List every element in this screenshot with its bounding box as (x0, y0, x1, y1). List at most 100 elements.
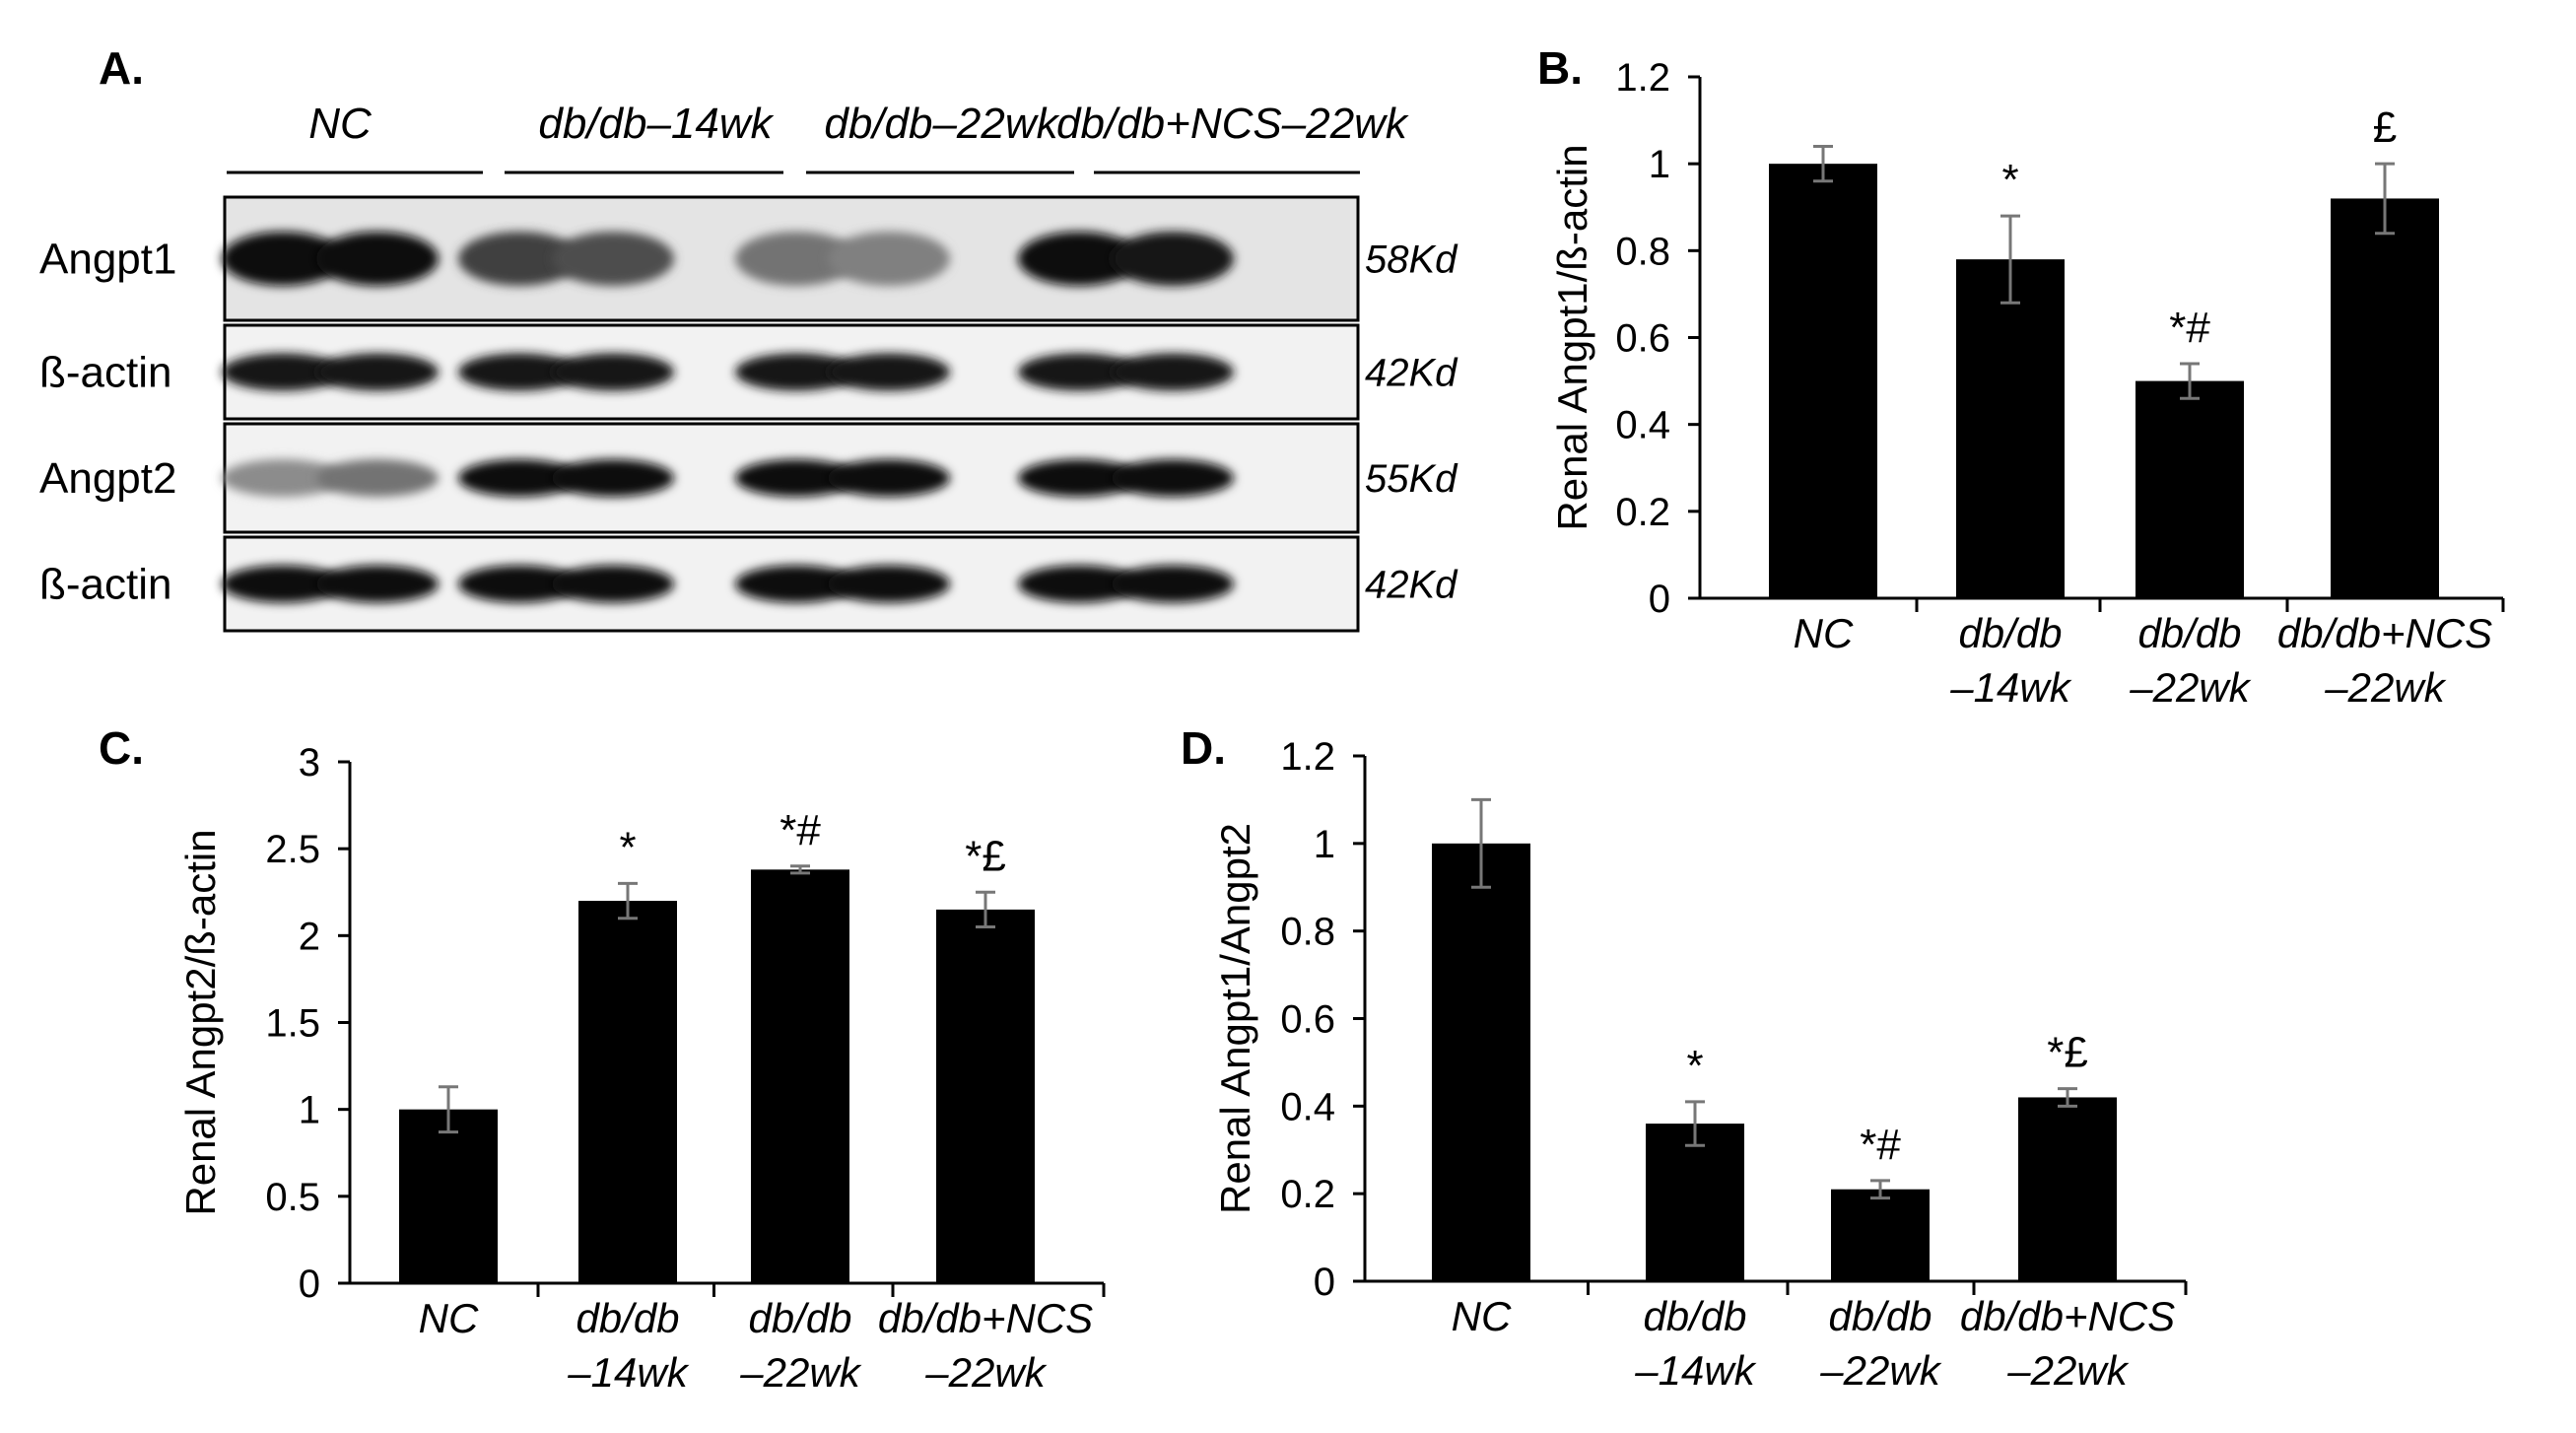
blot-band (1018, 565, 1140, 603)
panel-letter: D. (1181, 722, 1226, 774)
bar (1769, 164, 1877, 598)
y-tick-label: 1 (299, 1089, 320, 1132)
group-header: db/db–22wk (824, 100, 1059, 148)
x-tick-label: –22wk (2324, 664, 2446, 711)
blot-band (735, 232, 857, 286)
x-tick-label: NC (419, 1295, 479, 1341)
panel-letter: B. (1537, 42, 1583, 94)
blot-band (458, 565, 580, 603)
x-tick-label: db/db (1828, 1293, 1932, 1339)
blot-row-label: Angpt2 (39, 454, 176, 503)
blot-band (828, 232, 950, 286)
y-tick-label: 0.8 (1280, 911, 1335, 954)
panel-letter: C. (99, 722, 144, 774)
y-tick-label: 0 (1649, 578, 1670, 621)
x-tick-label: NC (1452, 1293, 1512, 1339)
group-header: db/db–14wk (538, 100, 774, 148)
bar (399, 1109, 498, 1283)
significance-marker: *# (2169, 304, 2210, 352)
y-axis-label: Renal Angpt2/ß-actin (177, 829, 224, 1215)
group-header: NC (308, 100, 373, 148)
bar (1956, 259, 2065, 598)
x-tick-label: –22wk (2006, 1347, 2129, 1394)
y-tick-label: 0.6 (1280, 998, 1335, 1042)
chart-panel-d: D. 0 0.2 0.4 0.6 0.8 1 1.2 Renal Angpt1/Angpt2 NC… (1181, 722, 2188, 1394)
y-tick-label: 0 (1314, 1261, 1335, 1304)
y-tick-label: 0.2 (1280, 1173, 1335, 1216)
blot-band (458, 232, 580, 286)
y-tick-label: 1.2 (1615, 56, 1670, 100)
chart-panel-c: C. 0 0.5 1 1.5 2 2.5 3 Renal Angpt2/ß-actin NC * db… (99, 722, 1106, 1396)
blot-band (1112, 232, 1234, 286)
y-tick-label: 0.5 (265, 1176, 320, 1219)
x-tick-label: –22wk (739, 1349, 861, 1396)
significance-marker: * (619, 823, 636, 871)
blot-band (828, 565, 950, 603)
x-tick-label: –14wk (1634, 1347, 1756, 1394)
molecular-weight-label: 42Kd (1365, 564, 1458, 607)
x-tick-label: db/db (1643, 1293, 1746, 1339)
y-tick-label: 0 (299, 1262, 320, 1306)
bar (1646, 1124, 1744, 1281)
blot-band (1018, 353, 1140, 391)
blot-band (458, 459, 580, 497)
blot-band (552, 232, 674, 286)
blot-band (828, 459, 950, 497)
y-tick-label: 0.6 (1615, 317, 1670, 361)
blot-band (735, 353, 857, 391)
molecular-weight-label: 55Kd (1365, 457, 1458, 501)
y-tick-label: 1 (1649, 143, 1670, 186)
x-tick-label: –22wk (2129, 664, 2251, 711)
blot-band (552, 565, 674, 603)
blot-band (222, 565, 344, 603)
y-axis-label: Renal Angpt1/Angpt2 (1212, 823, 1258, 1214)
y-tick-label: 3 (299, 741, 320, 785)
bar (1432, 843, 1530, 1281)
y-tick-label: 1.2 (1280, 735, 1335, 779)
x-tick-label: db/db (1958, 610, 2062, 656)
blot-band (316, 353, 439, 391)
x-tick-label: –22wk (1819, 1347, 1941, 1394)
blot-band (222, 459, 344, 497)
bar (751, 869, 849, 1283)
blot-band (1112, 459, 1234, 497)
blot-row-label: ß-actin (39, 349, 171, 397)
blot-band (458, 353, 580, 391)
x-tick-label: –22wk (924, 1349, 1047, 1396)
blot-band (1112, 565, 1234, 603)
bar (2331, 198, 2439, 598)
x-tick-label: db/db+NCS (2277, 610, 2492, 656)
significance-marker: *# (1860, 1121, 1901, 1169)
molecular-weight-label: 58Kd (1365, 239, 1458, 282)
blot-band (552, 353, 674, 391)
blot-band (735, 565, 857, 603)
significance-marker: * (1686, 1042, 1703, 1090)
bar (936, 909, 1035, 1283)
significance-marker: £ (2373, 103, 2397, 152)
panel-a-letter: A. (99, 42, 144, 94)
bar (2135, 380, 2244, 598)
bar (578, 901, 677, 1283)
y-tick-label: 2.5 (265, 828, 320, 871)
blot-band (1018, 459, 1140, 497)
y-tick-label: 1.5 (265, 1002, 320, 1046)
chart-panel-b: B. 0 0.2 0.4 0.6 0.8 1 1.2 Renal Angpt1/ß-actin N… (1537, 42, 2505, 711)
y-tick-label: 2 (299, 915, 320, 958)
blot-row-label: ß-actin (39, 561, 171, 609)
blot-band (316, 565, 439, 603)
x-tick-label: db/db (576, 1295, 679, 1341)
significance-marker: *# (780, 806, 821, 854)
x-tick-label: NC (1794, 610, 1854, 656)
blot-band (316, 232, 439, 286)
x-tick-label: db/db+NCS (1960, 1293, 2175, 1339)
significance-marker: * (2001, 156, 2018, 204)
y-tick-label: 0.2 (1615, 491, 1670, 534)
blot-band (1018, 232, 1140, 286)
x-tick-label: db/db (748, 1295, 851, 1341)
x-tick-label: db/db (2137, 610, 2241, 656)
blot-band (316, 459, 439, 497)
blot-row-label: Angpt1 (39, 236, 176, 284)
bar (2018, 1097, 2117, 1281)
